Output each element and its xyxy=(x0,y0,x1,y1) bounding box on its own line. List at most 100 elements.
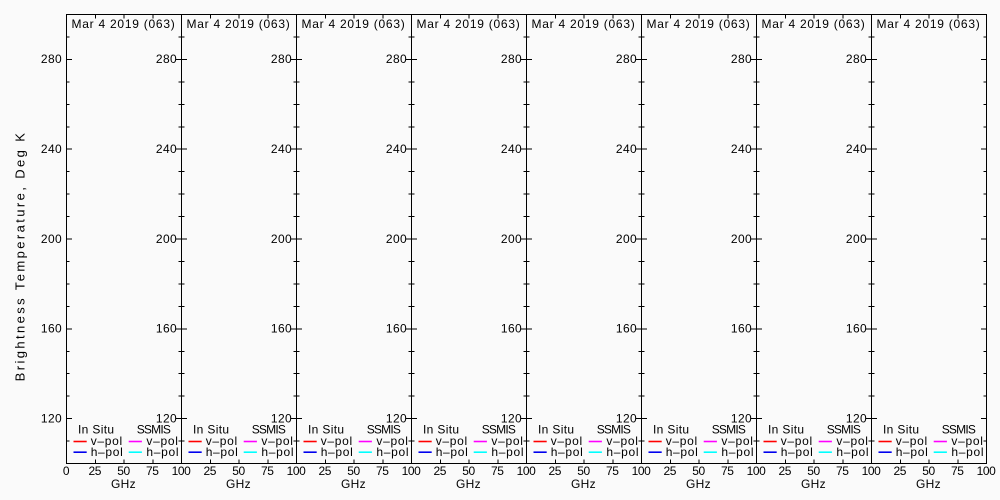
svg-text:v–pol: v–pol xyxy=(951,434,983,448)
svg-text:50: 50 xyxy=(117,464,130,478)
svg-text:In Situ: In Situ xyxy=(423,423,459,437)
svg-text:200: 200 xyxy=(271,232,292,246)
svg-text:Mar 4 2019 (063): Mar 4 2019 (063) xyxy=(876,17,980,31)
svg-text:In Situ: In Situ xyxy=(193,423,229,437)
svg-text:Mar 4 2019 (063): Mar 4 2019 (063) xyxy=(531,17,635,31)
svg-text:200: 200 xyxy=(846,232,867,246)
svg-text:h–pol: h–pol xyxy=(321,445,354,459)
svg-text:v–pol: v–pol xyxy=(91,434,123,448)
svg-text:Mar 4 2019 (063): Mar 4 2019 (063) xyxy=(761,17,865,31)
svg-text:v–pol: v–pol xyxy=(666,434,698,448)
svg-text:100: 100 xyxy=(977,464,997,478)
svg-text:GHz: GHz xyxy=(801,477,826,491)
svg-text:GHz: GHz xyxy=(456,477,481,491)
svg-text:25: 25 xyxy=(318,464,331,478)
svg-text:280: 280 xyxy=(41,52,62,66)
svg-text:75: 75 xyxy=(146,464,159,478)
svg-text:SSMIS: SSMIS xyxy=(137,423,171,437)
svg-text:280: 280 xyxy=(616,52,637,66)
svg-text:In Situ: In Situ xyxy=(78,423,114,437)
svg-text:h–pol: h–pol xyxy=(376,445,409,459)
svg-text:SSMIS: SSMIS xyxy=(252,423,286,437)
svg-text:160: 160 xyxy=(731,322,752,336)
svg-text:In Situ: In Situ xyxy=(883,423,919,437)
svg-text:v–pol: v–pol xyxy=(551,434,583,448)
svg-text:h–pol: h–pol xyxy=(261,445,294,459)
svg-text:50: 50 xyxy=(232,464,245,478)
svg-text:v–pol: v–pol xyxy=(261,434,293,448)
svg-text:25: 25 xyxy=(778,464,791,478)
svg-text:240: 240 xyxy=(271,142,292,156)
svg-text:120: 120 xyxy=(156,411,177,425)
svg-text:200: 200 xyxy=(41,232,62,246)
svg-text:v–pol: v–pol xyxy=(376,434,408,448)
svg-text:h–pol: h–pol xyxy=(721,445,754,459)
svg-text:75: 75 xyxy=(951,464,964,478)
svg-text:h–pol: h–pol xyxy=(206,445,239,459)
svg-text:120: 120 xyxy=(271,411,292,425)
svg-text:200: 200 xyxy=(156,232,177,246)
svg-text:120: 120 xyxy=(616,411,637,425)
svg-text:GHz: GHz xyxy=(111,477,136,491)
svg-text:120: 120 xyxy=(386,411,407,425)
svg-text:240: 240 xyxy=(846,142,867,156)
svg-text:120: 120 xyxy=(501,411,522,425)
svg-text:h–pol: h–pol xyxy=(666,445,699,459)
svg-text:200: 200 xyxy=(501,232,522,246)
svg-text:280: 280 xyxy=(501,52,522,66)
svg-text:v–pol: v–pol xyxy=(146,434,178,448)
svg-text:120: 120 xyxy=(41,411,62,425)
svg-text:50: 50 xyxy=(922,464,935,478)
svg-text:GHz: GHz xyxy=(686,477,711,491)
svg-text:280: 280 xyxy=(386,52,407,66)
svg-text:GHz: GHz xyxy=(226,477,251,491)
svg-text:25: 25 xyxy=(893,464,906,478)
svg-text:75: 75 xyxy=(606,464,619,478)
svg-text:240: 240 xyxy=(731,142,752,156)
svg-text:160: 160 xyxy=(616,322,637,336)
svg-text:160: 160 xyxy=(501,322,522,336)
svg-text:50: 50 xyxy=(347,464,360,478)
svg-text:160: 160 xyxy=(156,322,177,336)
svg-text:25: 25 xyxy=(548,464,561,478)
svg-text:75: 75 xyxy=(376,464,389,478)
svg-text:GHz: GHz xyxy=(916,477,941,491)
svg-text:SSMIS: SSMIS xyxy=(367,423,401,437)
svg-text:50: 50 xyxy=(577,464,590,478)
svg-text:h–pol: h–pol xyxy=(551,445,584,459)
svg-text:SSMIS: SSMIS xyxy=(712,423,746,437)
svg-text:75: 75 xyxy=(491,464,504,478)
svg-text:Mar 4 2019 (063): Mar 4 2019 (063) xyxy=(71,17,175,31)
svg-text:v–pol: v–pol xyxy=(836,434,868,448)
svg-text:160: 160 xyxy=(271,322,292,336)
svg-text:240: 240 xyxy=(386,142,407,156)
svg-text:50: 50 xyxy=(807,464,820,478)
svg-text:h–pol: h–pol xyxy=(606,445,639,459)
svg-text:100: 100 xyxy=(517,464,537,478)
svg-text:100: 100 xyxy=(172,464,192,478)
svg-text:h–pol: h–pol xyxy=(146,445,179,459)
svg-text:h–pol: h–pol xyxy=(781,445,814,459)
svg-text:Mar 4 2019 (063): Mar 4 2019 (063) xyxy=(301,17,405,31)
svg-text:GHz: GHz xyxy=(341,477,366,491)
svg-text:100: 100 xyxy=(402,464,422,478)
svg-text:280: 280 xyxy=(156,52,177,66)
svg-text:Mar 4 2019 (063): Mar 4 2019 (063) xyxy=(186,17,290,31)
svg-text:v–pol: v–pol xyxy=(436,434,468,448)
svg-text:v–pol: v–pol xyxy=(206,434,238,448)
svg-text:100: 100 xyxy=(862,464,882,478)
svg-text:100: 100 xyxy=(632,464,652,478)
svg-text:200: 200 xyxy=(616,232,637,246)
svg-text:120: 120 xyxy=(731,411,752,425)
svg-text:GHz: GHz xyxy=(571,477,596,491)
svg-text:SSMIS: SSMIS xyxy=(942,423,976,437)
svg-text:100: 100 xyxy=(747,464,767,478)
svg-text:25: 25 xyxy=(88,464,101,478)
svg-text:25: 25 xyxy=(433,464,446,478)
svg-text:0: 0 xyxy=(63,464,70,478)
svg-text:SSMIS: SSMIS xyxy=(597,423,631,437)
svg-text:In Situ: In Situ xyxy=(538,423,574,437)
svg-text:50: 50 xyxy=(692,464,705,478)
svg-text:25: 25 xyxy=(663,464,676,478)
svg-text:100: 100 xyxy=(287,464,307,478)
